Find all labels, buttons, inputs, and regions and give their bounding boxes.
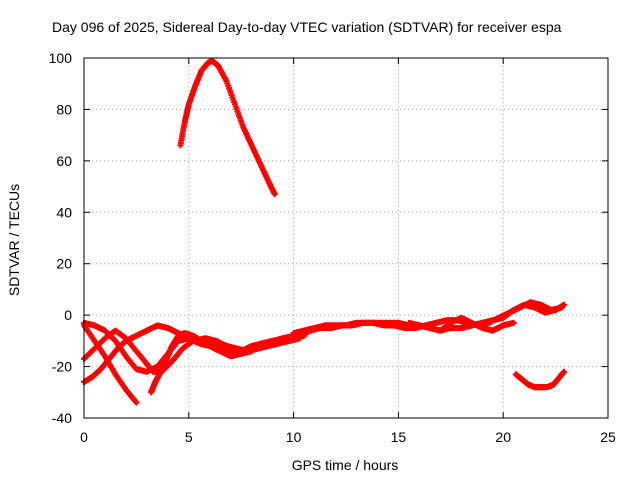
x-tick-label: 25 xyxy=(600,429,616,445)
y-tick-label: -20 xyxy=(52,359,72,375)
series-arc-1 xyxy=(177,57,278,198)
y-tick-label: 100 xyxy=(49,50,73,66)
data-point xyxy=(271,191,278,198)
grid xyxy=(84,58,608,418)
y-tick-label: 40 xyxy=(56,204,72,220)
series-arc-5 xyxy=(81,322,140,406)
series-arc-10 xyxy=(512,368,567,391)
series-arc-8 xyxy=(296,299,565,339)
data-point xyxy=(510,319,517,326)
data-points xyxy=(81,57,567,406)
y-tick-label: -40 xyxy=(52,410,72,426)
x-tick-label: 20 xyxy=(495,429,511,445)
y-tick-label: 20 xyxy=(56,256,72,272)
x-axis-label: GPS time / hours xyxy=(291,457,399,473)
x-tick-label: 15 xyxy=(391,429,407,445)
y-tick-label: 60 xyxy=(56,153,72,169)
y-axis-label: SDTVAR / TECUs xyxy=(6,183,22,297)
y-tick-label: 80 xyxy=(56,101,72,117)
series-arc-6 xyxy=(148,330,255,396)
chart-title: Day 096 of 2025, Sidereal Day-to-day VTE… xyxy=(52,19,562,35)
data-point xyxy=(248,348,255,355)
series-arc-9 xyxy=(405,314,517,334)
data-point xyxy=(558,304,565,311)
axis-ticks: 0 5 10 15 20 25 -40 -20 0 20 40 60 80 100 xyxy=(49,50,616,445)
x-tick-label: 10 xyxy=(286,429,302,445)
data-point xyxy=(560,368,567,375)
x-tick-label: 5 xyxy=(185,429,193,445)
x-tick-label: 0 xyxy=(80,429,88,445)
y-tick-label: 0 xyxy=(64,307,72,323)
plot-frame xyxy=(83,57,609,419)
data-point xyxy=(133,399,140,406)
